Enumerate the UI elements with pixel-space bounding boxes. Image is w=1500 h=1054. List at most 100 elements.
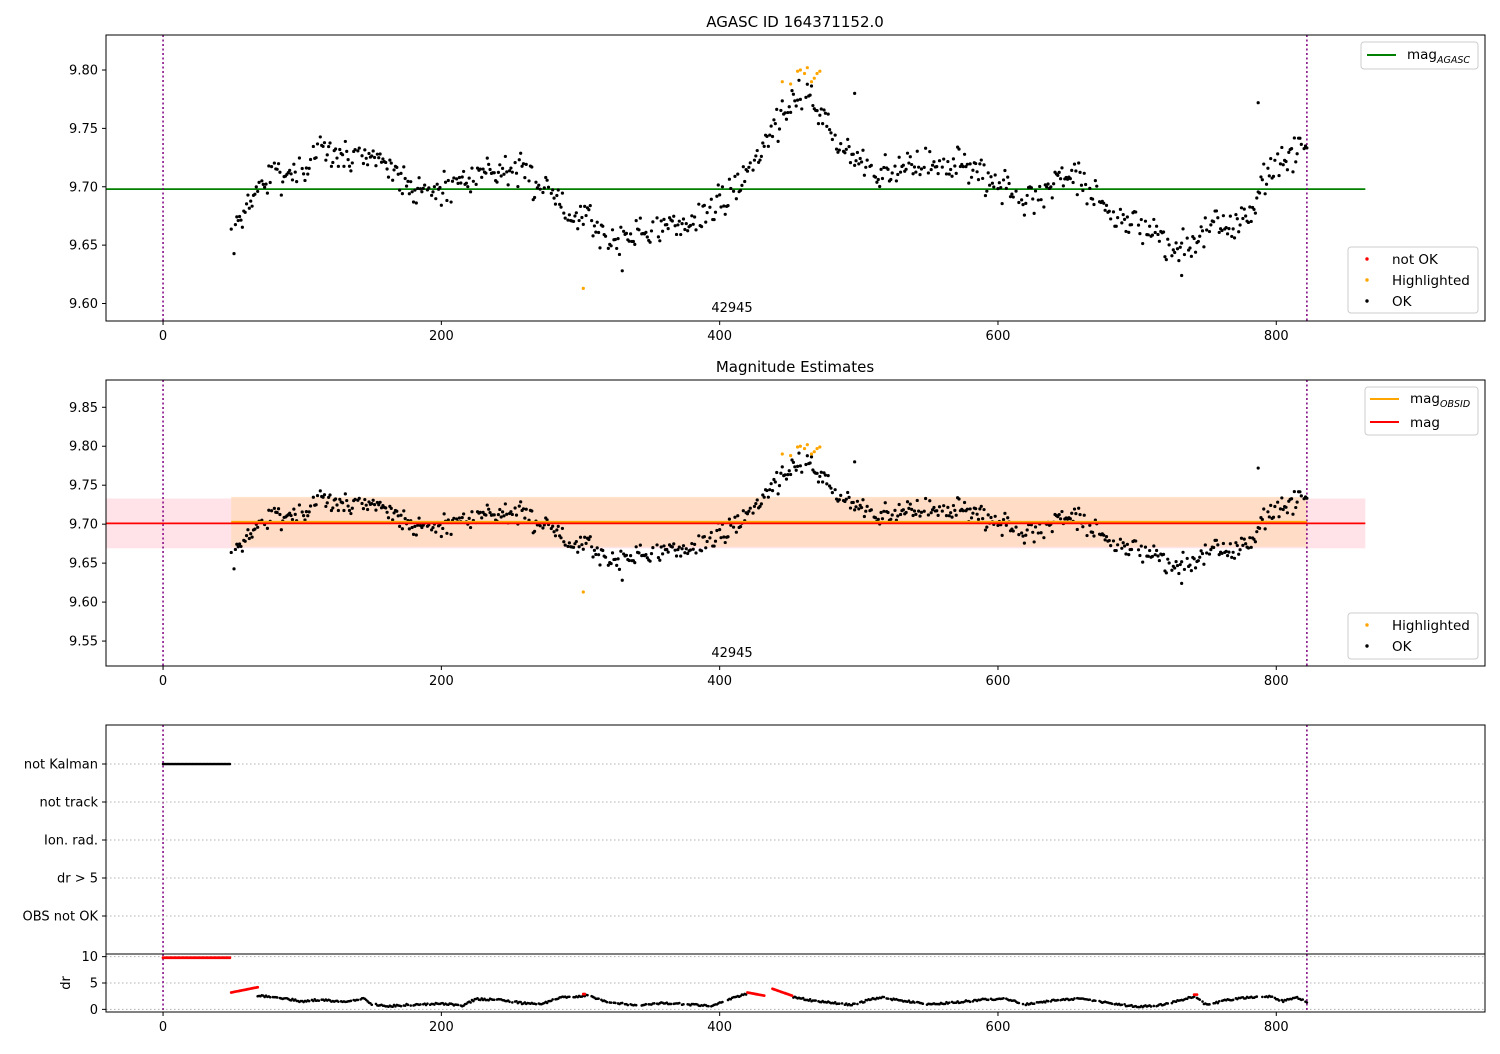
ok-point: [532, 195, 537, 200]
ok-point: [1085, 202, 1089, 206]
ok-point: [912, 165, 917, 169]
ok-point: [435, 182, 439, 186]
ok-point: [981, 176, 985, 181]
ok-point: [1161, 552, 1166, 556]
ok-point: [768, 488, 772, 492]
ok-point: [1050, 529, 1054, 534]
ok-point: [677, 219, 681, 223]
highlighted-point: [798, 444, 802, 448]
dr-ok-point: [519, 1000, 522, 1004]
ok-point: [962, 500, 967, 505]
ok-point: [563, 543, 567, 547]
ok-point: [918, 514, 922, 518]
dr-ok-point: [586, 993, 589, 997]
ok-point: [562, 540, 566, 544]
ok-point: [986, 171, 990, 175]
ok-point: [499, 515, 503, 519]
ok-point: [450, 179, 455, 183]
ok-point: [855, 499, 860, 503]
ok-point: [594, 552, 598, 557]
ok-point: [240, 549, 244, 553]
ok-point: [719, 205, 723, 209]
ok-point: [591, 234, 595, 238]
ok-point: [919, 510, 924, 514]
dr-ok-point: [886, 997, 890, 1000]
ok-point: [1010, 192, 1014, 196]
ok-point: [1033, 189, 1038, 193]
ok-point: [683, 551, 687, 555]
ok-point: [946, 505, 950, 509]
ok-point: [1305, 146, 1309, 150]
ok-point: [736, 514, 740, 518]
ok-point: [898, 512, 903, 517]
dr-ok-point: [1094, 999, 1097, 1003]
ok-point: [1170, 254, 1174, 258]
ok-point: [709, 530, 713, 535]
ok-point: [1230, 555, 1234, 559]
ok-point: [289, 172, 293, 176]
ok-point: [1231, 550, 1235, 554]
ok-point: [873, 175, 878, 179]
ok-point: [833, 488, 837, 492]
ok-point: [629, 554, 633, 558]
ok-point: [418, 187, 423, 191]
ok-point: [460, 175, 464, 179]
ok-point: [519, 151, 523, 155]
ok-point: [1188, 246, 1192, 250]
ok-point: [853, 508, 857, 512]
ok-point: [507, 169, 512, 173]
flag-category-label: Ion. rad.: [44, 834, 98, 849]
ok-point: [665, 547, 669, 552]
ok-point: [688, 548, 693, 552]
ok-point: [391, 178, 395, 182]
ok-point: [1072, 162, 1077, 166]
ok-point: [790, 458, 794, 462]
ok-point: [949, 167, 953, 172]
flag-point: [228, 762, 232, 766]
ok-point: [421, 186, 425, 190]
ok-point: [399, 171, 403, 175]
ok-point: [748, 506, 752, 510]
ok-point: [772, 477, 776, 482]
ok-point: [239, 218, 243, 222]
ok-point: [716, 183, 720, 187]
ok-point: [446, 518, 450, 522]
ok-point: [1118, 537, 1123, 541]
ok-point: [691, 547, 695, 551]
ok-point: [1084, 182, 1088, 187]
ok-point: [708, 536, 712, 540]
ok-point: [924, 496, 928, 501]
ok-point: [335, 156, 339, 160]
ok-point: [389, 506, 393, 510]
ok-point: [385, 510, 389, 514]
ok-point: [890, 513, 894, 517]
ok-point: [556, 524, 560, 528]
ok-point: [311, 495, 315, 499]
ok-point: [1072, 507, 1077, 511]
ok-point: [279, 528, 283, 532]
ok-point: [334, 147, 338, 151]
ok-point: [656, 556, 661, 560]
dr-ok-point: [744, 993, 748, 996]
ok-point: [364, 156, 368, 160]
ok-point: [1011, 529, 1015, 533]
ok-point: [347, 508, 352, 513]
ok-point: [1014, 189, 1018, 193]
ok-point: [822, 108, 826, 112]
ok-point: [622, 229, 626, 233]
ok-point: [757, 160, 761, 164]
dr-ok-point: [634, 1003, 638, 1007]
ok-point: [940, 509, 944, 513]
ok-point: [879, 167, 883, 171]
ok-point: [754, 501, 758, 506]
agasc-y-tick-label: 9.70: [69, 180, 98, 195]
legend-ok-2: OK: [1392, 639, 1413, 655]
highlighted-point: [780, 452, 784, 456]
ok-point: [702, 534, 706, 539]
ok-point: [809, 84, 814, 88]
ok-point: [1225, 232, 1230, 236]
ok-point: [272, 506, 276, 510]
ok-point: [793, 465, 797, 469]
ok-point: [907, 506, 911, 510]
ok-point: [335, 503, 339, 507]
